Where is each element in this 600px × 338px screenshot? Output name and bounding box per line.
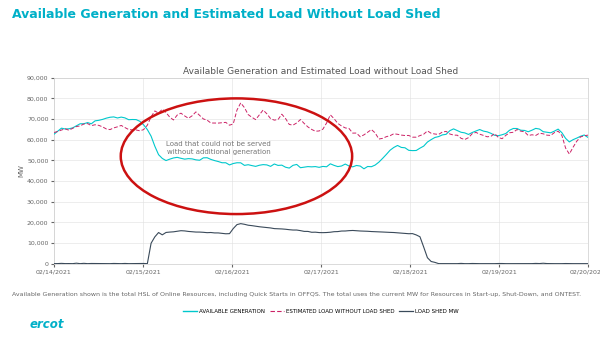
ESTIMATED LOAD WITHOUT LOAD SHED — [584, 133, 592, 137]
Legend: AVAILABLE GENERATION, ESTIMATED LOAD WITHOUT LOAD SHED, LOAD SHED MW: AVAILABLE GENERATION, ESTIMATED LOAD WIT… — [181, 307, 461, 317]
Y-axis label: MW: MW — [18, 164, 24, 177]
AVAILABLE GENERATION — [218, 161, 226, 165]
ESTIMATED LOAD WITHOUT LOAD SHED — [491, 131, 498, 136]
AVAILABLE GENERATION — [50, 132, 58, 136]
Text: Available Generation and Estimated Load Without Load Shed: Available Generation and Estimated Load … — [12, 8, 440, 21]
AVAILABLE GENERATION — [361, 167, 368, 171]
ESTIMATED LOAD WITHOUT LOAD SHED — [88, 124, 95, 128]
Line: ESTIMATED LOAD WITHOUT LOAD SHED: ESTIMATED LOAD WITHOUT LOAD SHED — [54, 103, 588, 154]
LOAD SHED MW — [484, 262, 491, 266]
Text: Load that could not be served
without additional generation: Load that could not be served without ad… — [166, 141, 271, 155]
AVAILABLE GENERATION — [495, 134, 502, 138]
LOAD SHED MW — [50, 262, 58, 266]
LOAD SHED MW — [215, 231, 222, 235]
ESTIMATED LOAD WITHOUT LOAD SHED — [566, 152, 573, 156]
LOAD SHED MW — [129, 262, 136, 266]
AVAILABLE GENERATION — [88, 122, 95, 126]
Text: ercot: ercot — [30, 318, 65, 331]
LOAD SHED MW — [88, 262, 95, 266]
Line: AVAILABLE GENERATION: AVAILABLE GENERATION — [54, 117, 588, 169]
Line: LOAD SHED MW: LOAD SHED MW — [54, 224, 588, 264]
AVAILABLE GENERATION — [110, 115, 118, 119]
ESTIMATED LOAD WITHOUT LOAD SHED — [50, 130, 58, 135]
AVAILABLE GENERATION — [487, 131, 494, 135]
Title: Available Generation and Estimated Load without Load Shed: Available Generation and Estimated Load … — [184, 67, 458, 76]
Text: Available Generation shown is the total HSL of Online Resources, including Quick: Available Generation shown is the total … — [12, 292, 581, 297]
AVAILABLE GENERATION — [133, 118, 140, 122]
ESTIMATED LOAD WITHOUT LOAD SHED — [129, 128, 136, 132]
LOAD SHED MW — [491, 262, 498, 266]
ESTIMATED LOAD WITHOUT LOAD SHED — [484, 135, 491, 139]
LOAD SHED MW — [237, 222, 244, 226]
LOAD SHED MW — [435, 262, 442, 266]
LOAD SHED MW — [584, 262, 592, 266]
AVAILABLE GENERATION — [439, 133, 446, 137]
AVAILABLE GENERATION — [584, 136, 592, 140]
ESTIMATED LOAD WITHOUT LOAD SHED — [435, 132, 442, 137]
ESTIMATED LOAD WITHOUT LOAD SHED — [237, 101, 244, 105]
ESTIMATED LOAD WITHOUT LOAD SHED — [215, 121, 222, 125]
